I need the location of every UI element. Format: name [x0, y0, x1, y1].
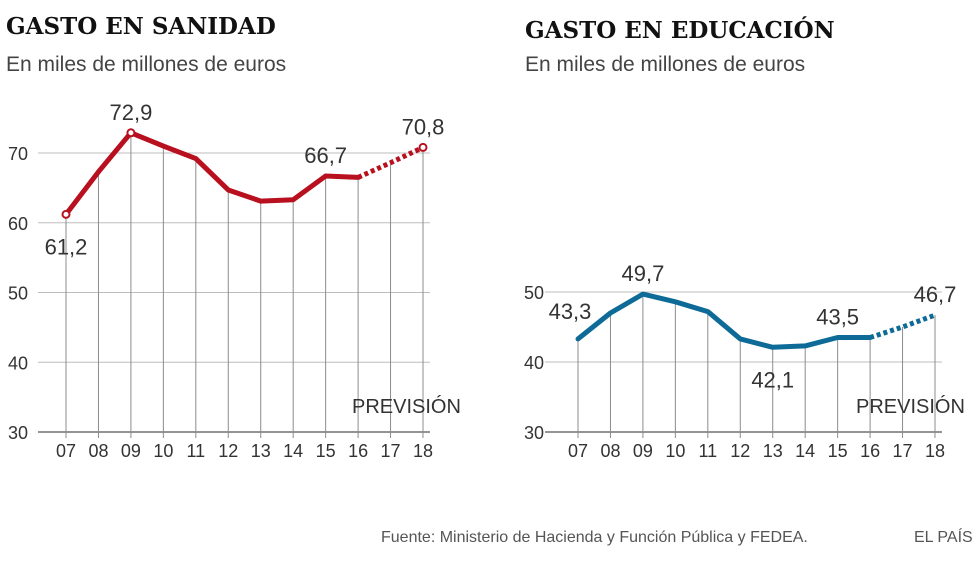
data-point-marker [418, 142, 428, 152]
chart-educacion: 30 40 50 07 08 09 10 11 12 13 14 15 16 17 18 PREVISIÓN 4… [524, 261, 965, 461]
chart-title-sanidad: GASTO EN SANIDAD [6, 13, 276, 40]
x-tick-label: 15 [316, 441, 336, 461]
chart-subtitle-sanidad: En miles de millones de euros [6, 53, 286, 76]
x-tick-label: 15 [828, 441, 848, 461]
series-line-forecast [869, 312, 936, 340]
x-tick-label: 07 [568, 441, 588, 461]
y-tick-label: 60 [8, 214, 28, 234]
x-tick-label: 11 [698, 441, 717, 461]
series-line-actual [63, 130, 361, 217]
chart-title-educacion: GASTO EN EDUCACIÓN [525, 17, 835, 44]
x-tick-label: 08 [88, 441, 108, 461]
y-tick-label: 40 [524, 353, 544, 373]
data-label: 72,9 [109, 100, 152, 125]
x-tick-label: 09 [633, 441, 653, 461]
data-label: 70,8 [402, 114, 445, 139]
x-tick-label: 10 [153, 441, 173, 461]
x-tick-label: 10 [665, 441, 685, 461]
data-label: 66,7 [304, 143, 347, 168]
data-label: 43,3 [549, 299, 592, 324]
series-line-actual [575, 291, 873, 350]
y-tick-label: 50 [524, 283, 544, 303]
x-tick-label: 12 [730, 441, 750, 461]
x-tick-label: 14 [283, 441, 303, 461]
brand-label: EL PAÍS [914, 527, 973, 546]
x-tick-label: 13 [763, 441, 783, 461]
data-label: 49,7 [621, 261, 664, 286]
x-tick-label: 13 [251, 441, 271, 461]
x-tick-label: 16 [860, 441, 880, 461]
data-label: 46,7 [914, 282, 957, 307]
chart-subtitle-educacion: En miles de millones de euros [525, 53, 805, 76]
x-tick-label: 11 [186, 441, 205, 461]
y-tick-label: 30 [8, 423, 28, 443]
x-tick-label: 18 [925, 441, 945, 461]
x-tick-label: 17 [381, 441, 401, 461]
data-label: 43,5 [816, 305, 859, 330]
y-tick-label: 70 [8, 144, 28, 164]
x-tick-label: 17 [893, 441, 913, 461]
x-tick-label: 16 [348, 441, 368, 461]
x-tick-label: 18 [413, 441, 433, 461]
data-point-marker [126, 128, 136, 138]
x-tick-label: 09 [121, 441, 141, 461]
y-tick-label: 40 [8, 353, 28, 373]
source-note: Fuente: Ministerio de Hacienda y Función… [381, 529, 808, 546]
chart-sanidad: 30 40 50 60 70 07 08 09 10 11 12 13 14 15 16 17 18 PREVIS… [8, 100, 461, 461]
y-tick-label: 50 [8, 284, 28, 304]
x-tick-label: 07 [56, 441, 76, 461]
data-label: 61,2 [45, 234, 88, 259]
y-tick-label: 30 [524, 423, 544, 443]
data-label: 42,1 [751, 367, 794, 392]
x-tick-label: 12 [218, 441, 238, 461]
forecast-label: PREVISIÓN [856, 395, 965, 418]
x-tick-label: 08 [600, 441, 620, 461]
series-line-forecast [357, 145, 425, 180]
data-point-marker [61, 209, 71, 219]
x-tick-label: 14 [795, 441, 815, 461]
forecast-label: PREVISIÓN [352, 395, 461, 418]
